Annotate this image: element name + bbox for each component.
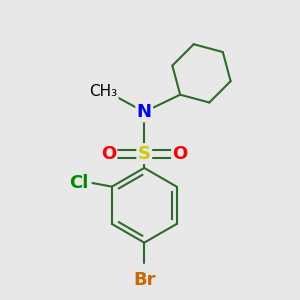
Text: N: N [137, 103, 152, 121]
Text: Cl: Cl [69, 174, 88, 192]
Text: O: O [172, 145, 188, 163]
Text: S: S [138, 145, 151, 163]
Text: CH₃: CH₃ [89, 84, 117, 99]
Text: Br: Br [133, 271, 155, 289]
Text: O: O [101, 145, 116, 163]
